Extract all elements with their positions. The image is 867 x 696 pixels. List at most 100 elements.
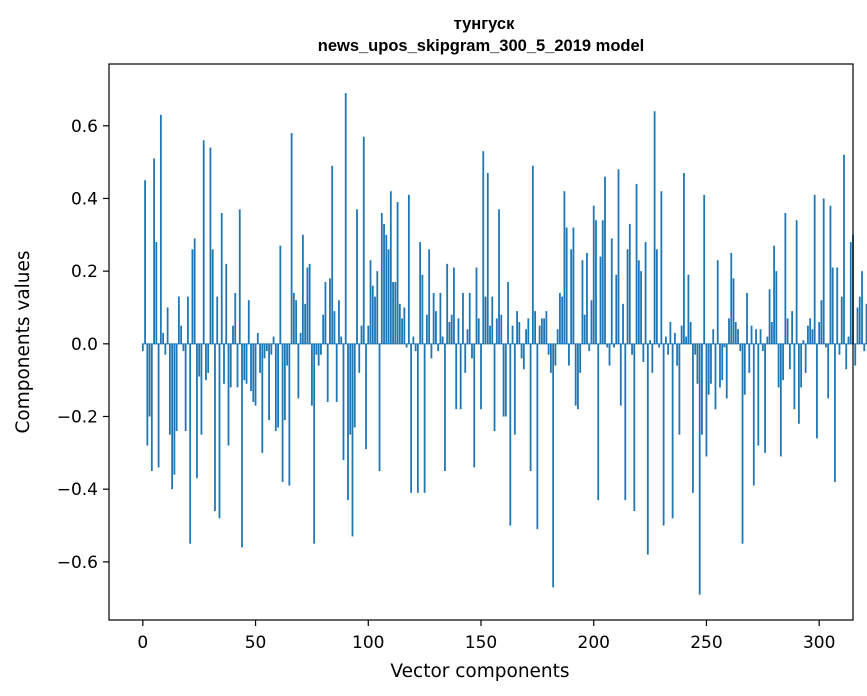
bar-component-43 [238, 209, 241, 344]
bar-component-239 [680, 325, 683, 344]
x-tick-label: 50 [245, 633, 267, 653]
bar-component-61 [279, 245, 282, 344]
bar-component-112 [394, 282, 397, 344]
bar-component-53 [261, 343, 264, 453]
bar-component-8 [159, 114, 162, 344]
bar-component-225 [649, 340, 651, 344]
bar-component-140 [457, 318, 460, 344]
bar-component-183 [554, 343, 557, 366]
bar-component-274 [759, 329, 762, 344]
bar-component-194 [579, 343, 582, 373]
bar-component-46 [245, 343, 248, 384]
bar-component-223 [644, 242, 647, 344]
bar-component-246 [696, 343, 699, 384]
bar-component-190 [570, 249, 573, 344]
bar-component-298 [813, 194, 816, 344]
bar-component-317 [856, 307, 859, 344]
bar-component-307 [834, 343, 836, 482]
bar-component-6 [155, 242, 158, 344]
bar-component-158 [498, 209, 500, 344]
bar-component-262 [732, 278, 735, 344]
bar-component-261 [730, 252, 733, 344]
bar-component-200 [592, 205, 595, 344]
bar-component-207 [608, 343, 611, 366]
bar-component-227 [653, 111, 656, 344]
bar-component-281 [775, 271, 778, 344]
y-tick-label: −0.4 [57, 480, 98, 500]
bar-component-216 [628, 223, 631, 344]
bar-component-117 [405, 343, 408, 348]
bar-component-193 [577, 343, 579, 410]
bar-component-101 [369, 260, 372, 344]
bar-component-153 [486, 173, 489, 344]
bar-component-282 [777, 343, 780, 388]
bar-component-137 [450, 314, 453, 344]
bar-component-268 [746, 292, 748, 344]
bar-component-129 [432, 292, 435, 344]
bar-component-196 [583, 314, 586, 344]
bar-component-181 [549, 343, 552, 373]
bar-component-55 [265, 343, 268, 352]
bar-component-115 [401, 318, 403, 344]
bar-component-154 [489, 325, 491, 344]
bar-component-44 [241, 343, 243, 548]
bar-component-260 [728, 318, 730, 344]
bar-component-231 [662, 343, 665, 526]
bar-component-233 [667, 343, 670, 355]
bar-component-47 [247, 300, 250, 344]
bar-component-31 [211, 249, 214, 344]
bar-component-289 [793, 343, 796, 410]
bar-component-24 [196, 343, 198, 479]
bar-component-48 [250, 343, 252, 392]
bar-component-138 [453, 267, 455, 344]
bar-component-76 [313, 343, 316, 544]
bar-component-229 [658, 343, 661, 348]
chart-title-line-1: тунгуск [454, 15, 515, 33]
bar-component-40 [232, 325, 234, 344]
bar-component-318 [858, 296, 861, 344]
bar-component-288 [791, 311, 794, 344]
bar-component-280 [773, 245, 775, 344]
bar-component-25 [198, 343, 201, 377]
bar-component-285 [784, 212, 787, 344]
bar-component-28 [205, 343, 207, 381]
bar-component-89 [342, 343, 345, 461]
bar-component-297 [811, 329, 814, 344]
bar-component-119 [410, 343, 413, 493]
bar-component-147 [473, 343, 476, 468]
bar-component-299 [816, 343, 818, 439]
bar-component-250 [705, 343, 708, 457]
bar-component-51 [256, 332, 259, 344]
bar-component-306 [831, 267, 834, 344]
bar-component-263 [734, 322, 737, 344]
bar-component-141 [459, 343, 462, 410]
bar-component-176 [538, 325, 541, 344]
bar-component-249 [703, 194, 706, 344]
bar-component-247 [698, 343, 701, 595]
bar-component-163 [509, 343, 512, 526]
bar-component-14 [173, 343, 176, 475]
bar-component-17 [180, 325, 183, 344]
bar-component-29 [207, 343, 210, 373]
bar-component-316 [854, 343, 857, 366]
bar-component-13 [171, 343, 174, 490]
bar-component-104 [376, 271, 379, 344]
bar-component-132 [439, 292, 442, 344]
bar-component-192 [574, 343, 577, 406]
bar-component-2 [146, 343, 149, 446]
bar-component-166 [516, 311, 518, 344]
bar-component-232 [664, 336, 667, 344]
bar-component-32 [214, 343, 216, 511]
bar-component-131 [437, 343, 440, 352]
bar-component-198 [588, 343, 591, 352]
bar-component-220 [637, 260, 640, 344]
bar-component-160 [502, 343, 505, 417]
bar-component-80 [322, 314, 325, 344]
bar-component-33 [216, 296, 219, 344]
bar-component-145 [468, 292, 471, 344]
bar-component-11 [166, 307, 169, 344]
bar-component-293 [802, 340, 805, 344]
x-axis-label: Vector components [390, 661, 569, 682]
bar-component-64 [286, 343, 289, 366]
bar-component-136 [448, 322, 451, 344]
